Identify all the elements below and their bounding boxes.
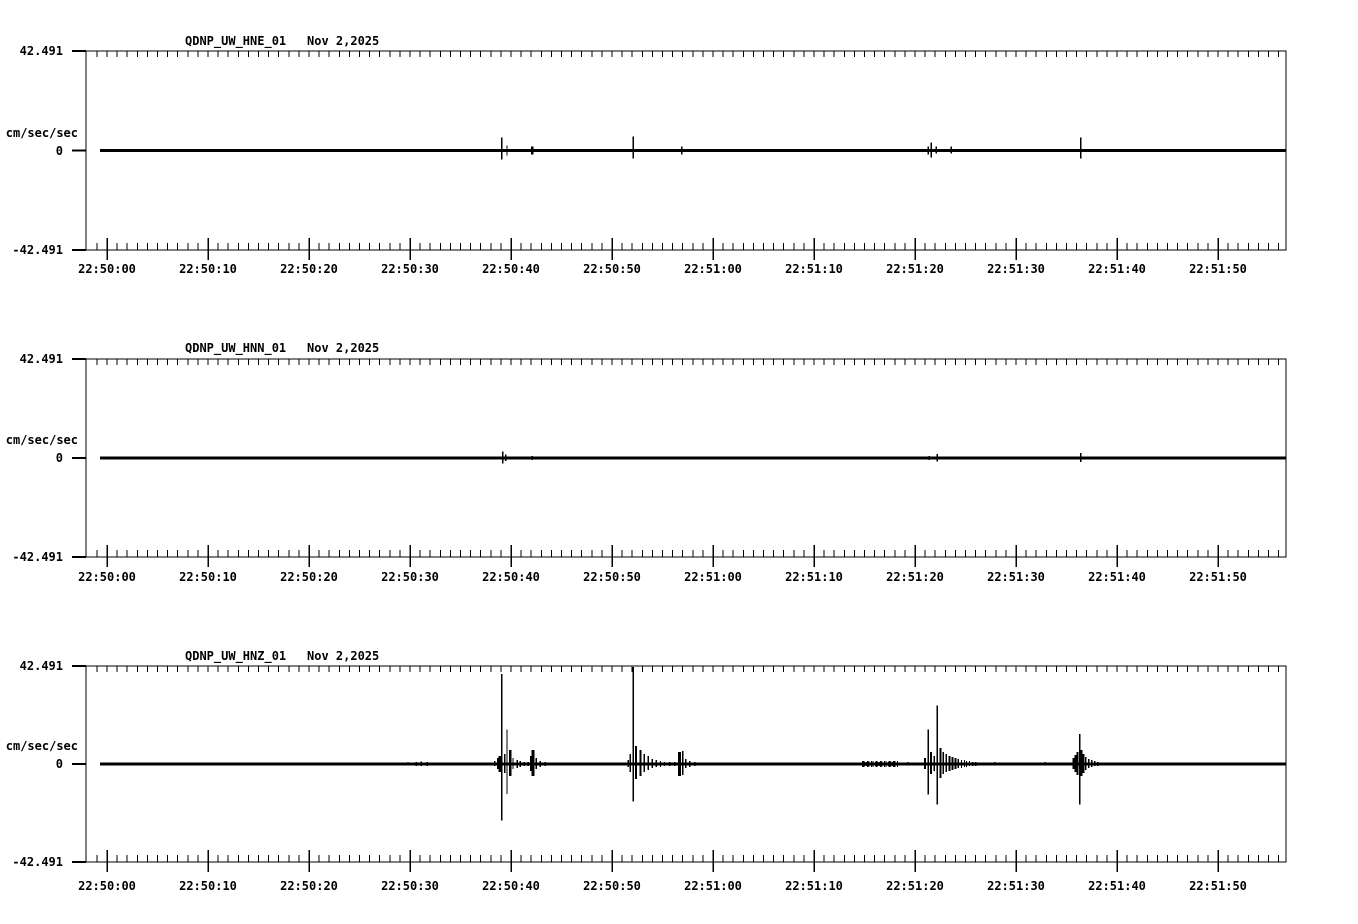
panel-hne-time-label: 22:50:30 <box>381 262 439 276</box>
panel-hnz-yzero-label: 0 <box>55 757 63 771</box>
panel-hnn-time-label: 22:50:20 <box>280 570 338 584</box>
panel-hne-time-label: 22:51:40 <box>1088 262 1146 276</box>
panel-hnz-waveform-spikes <box>531 750 682 776</box>
panel-hnn-time-label: 22:51:50 <box>1189 570 1247 584</box>
panel-hnz-ymax-label: 42.491 <box>19 659 63 673</box>
panel-hnz-time-label: 22:50:10 <box>179 879 237 893</box>
panel-hnn-time-label: 22:51:30 <box>987 570 1045 584</box>
panel-hnn-units-label: cm/sec/sec <box>5 433 78 447</box>
panel-hnn-time-label: 22:50:00 <box>78 570 136 584</box>
panel-hnz-waveform-spikes <box>498 750 533 776</box>
panel-hne-ymax-label: 42.491 <box>19 44 63 58</box>
panel-hne-ymin-label: -42.491 <box>12 243 63 257</box>
panel-hnz-noise-band <box>861 760 899 768</box>
panel-hnn-ymax-label: 42.491 <box>19 352 63 366</box>
panel-hne-title: QDNP_UW_HNE_01 <box>185 34 287 48</box>
panel-hnn-time-label: 22:51:00 <box>684 570 742 584</box>
panel-hne-time-label: 22:51:00 <box>684 262 742 276</box>
panel-hne-time-label: 22:50:10 <box>179 262 237 276</box>
panel-hnn-time-label: 22:50:50 <box>583 570 641 584</box>
panel-hnz-waveform-spikes <box>214 666 1111 821</box>
panel-hnz-units-label: cm/sec/sec <box>5 739 78 753</box>
panel-hnn-time-label: 22:51:10 <box>785 570 843 584</box>
panel-hnz-time-label: 22:51:50 <box>1189 879 1247 893</box>
panel-hne-time-label: 22:51:20 <box>886 262 944 276</box>
panel-hnn-yzero-label: 0 <box>55 451 63 465</box>
panel-hnn-time-label: 22:50:40 <box>482 570 540 584</box>
panel-hnz-ymin-label: -42.491 <box>12 855 63 869</box>
panel-hnn-date-label: Nov 2,2025 <box>307 341 380 355</box>
panel-hnz-time-label: 22:50:20 <box>280 879 338 893</box>
panel-hnz-time-label: 22:51:30 <box>987 879 1045 893</box>
panel-hnn-waveform-spikes <box>502 451 1082 464</box>
panel-hnn-ymin-label: -42.491 <box>12 550 63 564</box>
panel-hnn-time-label: 22:50:10 <box>179 570 237 584</box>
panel-hne-time-label: 22:50:50 <box>583 262 641 276</box>
panel-hnz-time-label: 22:50:50 <box>583 879 641 893</box>
panel-hne-time-label: 22:51:30 <box>987 262 1045 276</box>
panel-hnz-time-label: 22:50:40 <box>482 879 540 893</box>
panel-hnz-time-label: 22:51:10 <box>785 879 843 893</box>
panel-hnz-time-label: 22:50:00 <box>78 879 136 893</box>
panel-hnz-title: QDNP_UW_HNZ_01 <box>185 649 287 663</box>
panel-hnz-time-label: 22:51:40 <box>1088 879 1146 893</box>
panel-hnz-time-label: 22:51:20 <box>886 879 944 893</box>
panel-hne-units-label: cm/sec/sec <box>5 125 78 140</box>
panel-hne-yzero-label: 0 <box>55 143 63 158</box>
panel-hnz-waveform-spikes <box>635 746 1085 779</box>
panel-hne-time-label: 22:51:50 <box>1189 262 1247 276</box>
panel-hne-date-label: Nov 2,2025 <box>307 34 380 48</box>
panel-hnn-time-label: 22:51:40 <box>1088 570 1146 584</box>
panel-hnz-time-label: 22:50:30 <box>381 879 439 893</box>
panel-hne-time-label: 22:51:10 <box>785 262 843 276</box>
panel-hne-time-label: 22:50:00 <box>78 262 136 276</box>
panel-hnz-date-label: Nov 2,2025 <box>307 649 380 663</box>
panel-hnz-time-label: 22:51:00 <box>684 879 742 893</box>
panel-hnn-time-label: 22:51:20 <box>886 570 944 584</box>
panel-hnn-title: QDNP_UW_HNN_01 <box>185 341 287 355</box>
panel-hne-time-label: 22:50:20 <box>280 262 338 276</box>
panel-hnn-time-label: 22:50:30 <box>381 570 439 584</box>
panel-hne-time-label: 22:50:40 <box>482 262 540 276</box>
panel-hne-waveform-spikes <box>501 136 1082 160</box>
